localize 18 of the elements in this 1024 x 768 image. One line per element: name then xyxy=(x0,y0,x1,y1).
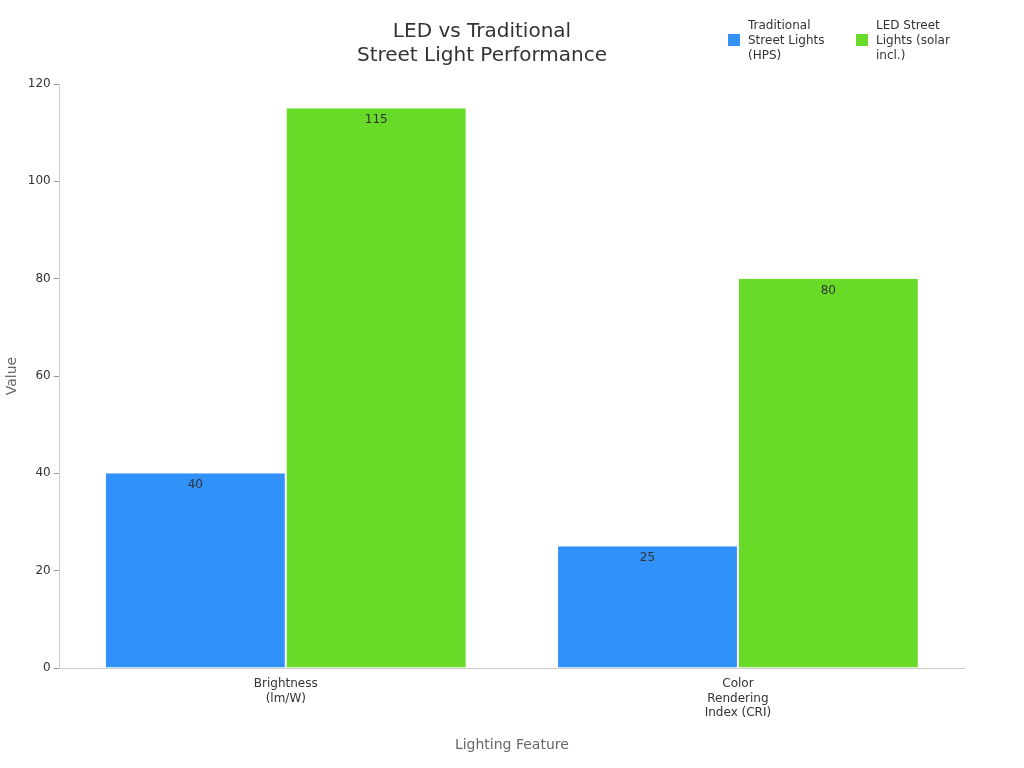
x-tick-label: Color Rendering Index (CRI) xyxy=(704,676,772,720)
y-tick-label: 20 xyxy=(35,562,51,577)
y-tick-label: 40 xyxy=(35,465,51,480)
y-tick-label: 80 xyxy=(35,270,51,285)
x-tick-label: Brightness (lm/W) xyxy=(253,676,318,705)
y-tick-label: 100 xyxy=(27,173,51,188)
data-label: 40 xyxy=(187,477,203,492)
x-axis-title: Lighting Feature xyxy=(454,736,569,753)
legend-label: Traditional Street Lights (HPS) xyxy=(748,18,825,63)
data-label: 25 xyxy=(639,550,656,565)
y-tick-label: 120 xyxy=(27,76,51,91)
data-label: 115 xyxy=(364,112,388,127)
y-tick-label: 60 xyxy=(35,368,51,383)
legend-label: LED Street Lights (solar incl.) xyxy=(876,18,950,63)
y-tick-label: 0 xyxy=(43,660,51,675)
chart-title: LED vs Traditional Street Light Performance xyxy=(356,18,608,67)
y-axis-title: Value xyxy=(3,356,20,396)
data-label: 80 xyxy=(820,282,836,297)
